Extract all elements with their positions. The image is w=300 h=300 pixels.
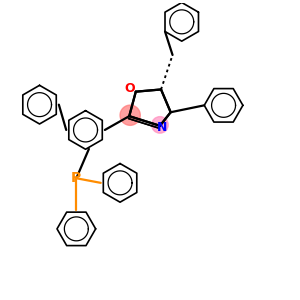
Text: P: P [71,171,82,185]
Text: N: N [157,121,167,134]
Circle shape [120,105,140,125]
Text: O: O [124,82,135,95]
Circle shape [152,117,168,133]
